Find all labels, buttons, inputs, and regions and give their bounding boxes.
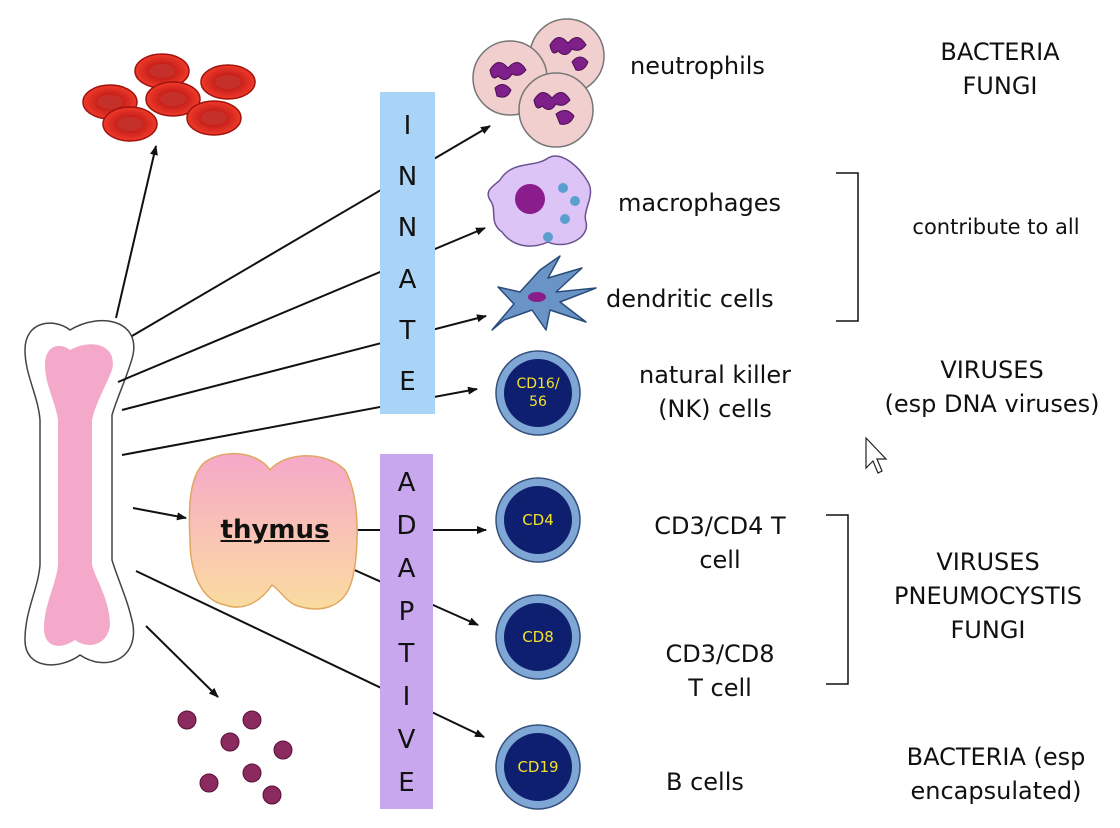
platelets — [177, 710, 293, 805]
b-cell — [495, 724, 581, 810]
cd8-marker-label: CD8 — [522, 628, 554, 646]
thymus-organ — [188, 452, 358, 610]
bracket-mac-dc — [836, 172, 859, 322]
macrophages-label: macrophages — [618, 189, 781, 217]
red-blood-cells — [82, 53, 256, 142]
mouse-cursor-icon — [865, 436, 888, 474]
neutrophil-cells — [472, 18, 605, 148]
red-blood-cell — [145, 81, 201, 117]
adaptive-letter: P — [398, 596, 415, 627]
innate-letter: T — [399, 315, 416, 346]
mac-dc-targets: contribute to all — [912, 215, 1080, 239]
adaptive-letter: A — [397, 553, 416, 584]
nk-cells-label: natural killer (NK) cells — [639, 361, 791, 423]
dendritic-cells-label: dendritic cells — [606, 285, 774, 313]
innate-letter: I — [403, 110, 412, 141]
b-cells-label: B cells — [666, 768, 744, 796]
red-blood-cell — [186, 100, 242, 136]
neutrophil — [518, 72, 594, 148]
b-cell-targets: BACTERIA (esp encapsulated) — [906, 743, 1086, 805]
cd4-t-cell-label: CD3/CD4 T cell — [654, 512, 786, 574]
adaptive-box — [380, 454, 433, 809]
neutrophils-label: neutrophils — [630, 52, 765, 80]
cd4-marker-label: CD4 — [522, 511, 554, 529]
adaptive-letter: I — [402, 682, 411, 713]
red-blood-cell — [200, 64, 256, 100]
red-blood-cell — [134, 53, 190, 89]
cd8-cell — [495, 594, 581, 680]
cd8-t-cell-label: CD3/CD8 T cell — [665, 640, 775, 702]
innate-letter: N — [397, 213, 418, 244]
red-blood-cell — [102, 106, 158, 142]
innate-letter: A — [398, 264, 417, 295]
thymus-label: thymus — [220, 515, 330, 545]
innate-box — [380, 92, 435, 414]
nk-targets: VIRUSES (esp DNA viruses) — [884, 356, 1100, 418]
cd4-cell — [495, 477, 581, 563]
neutrophils-targets: BACTERIA FUNGI — [940, 38, 1060, 100]
nk-marker-label: CD16/ 56 — [516, 376, 560, 410]
innate-label: I N N A T E — [380, 100, 435, 408]
adaptive-label: A D A P T I V E — [380, 462, 433, 804]
adaptive-letter: D — [396, 511, 417, 542]
adaptive-letter: V — [397, 724, 416, 755]
t-cell-targets: VIRUSES PNEUMOCYSTIS FUNGI — [894, 548, 1082, 644]
bone — [24, 319, 135, 666]
innate-letter: N — [397, 161, 418, 192]
bracket-t-cells — [826, 514, 849, 685]
dendritic-cell — [491, 255, 597, 331]
innate-letter: E — [399, 367, 416, 398]
adaptive-letter: T — [398, 639, 415, 670]
adaptive-letter: E — [398, 767, 415, 798]
cd19-marker-label: CD19 — [517, 758, 559, 776]
adaptive-letter: A — [397, 468, 416, 499]
macrophage-cell — [487, 155, 592, 247]
nk-cell — [495, 350, 581, 436]
